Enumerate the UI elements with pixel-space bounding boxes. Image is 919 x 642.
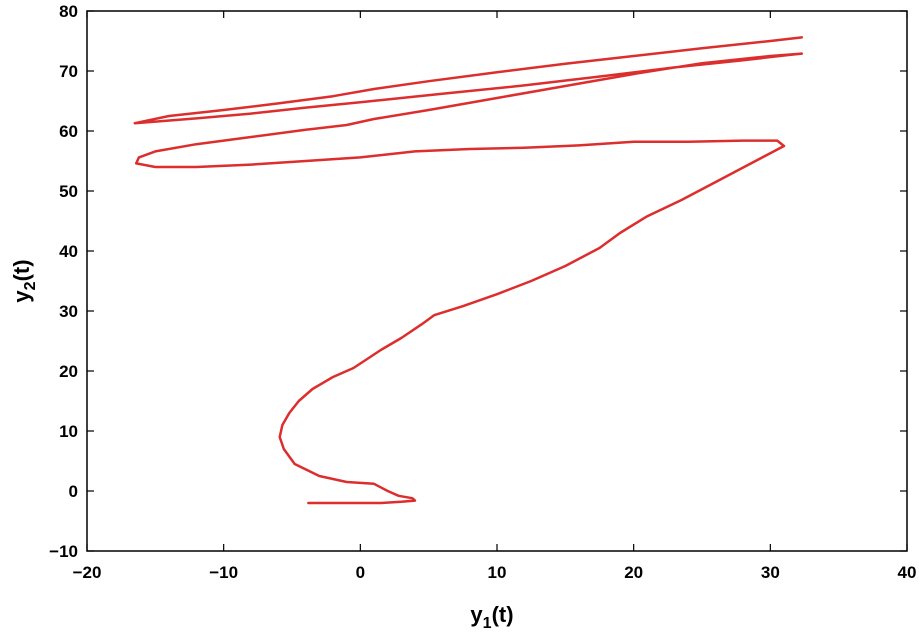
y-tick-label: 40: [59, 242, 78, 261]
y-tick-label: 60: [59, 122, 78, 141]
y-tick-label: 80: [59, 2, 78, 21]
y-tick-label: 20: [59, 362, 78, 381]
ticks-layer: −20 −10 0 10 20 30 40 −10 0 10 20 30 40 50 60 70 80: [49, 2, 916, 582]
x-tick-label: 20: [624, 563, 643, 582]
axis-titles: y1(t) y2(t): [9, 259, 514, 632]
y-tick-label: 10: [59, 422, 78, 441]
x-axis-title-suffix: (t): [492, 602, 514, 627]
x-axis-title-subscript: 1: [483, 615, 492, 632]
x-tick-label: 40: [898, 563, 917, 582]
x-tick-label: 0: [356, 563, 365, 582]
plot-frame: [86, 10, 908, 552]
y-axis-title: y2(t): [9, 259, 39, 302]
x-tick-label: 10: [488, 563, 507, 582]
y-tick-label: 0: [69, 482, 78, 501]
x-tick-label: −10: [209, 563, 238, 582]
y-tick-label: −10: [49, 542, 78, 561]
x-axis-title: y1(t): [470, 602, 513, 632]
y-axis-title-subscript: 2: [22, 281, 39, 290]
y-tick-label: 50: [59, 182, 78, 201]
y-tick-label: 30: [59, 302, 78, 321]
x-tick-label: 30: [761, 563, 780, 582]
y-axis-title-suffix: (t): [9, 259, 34, 281]
y-axis-title-base: y: [9, 290, 34, 303]
series-layer: [133, 36, 804, 505]
series-line-0: [133, 36, 804, 505]
y-tick-label: 70: [59, 62, 78, 81]
x-tick-label: −20: [73, 563, 102, 582]
x-axis-title-base: y: [470, 602, 483, 627]
